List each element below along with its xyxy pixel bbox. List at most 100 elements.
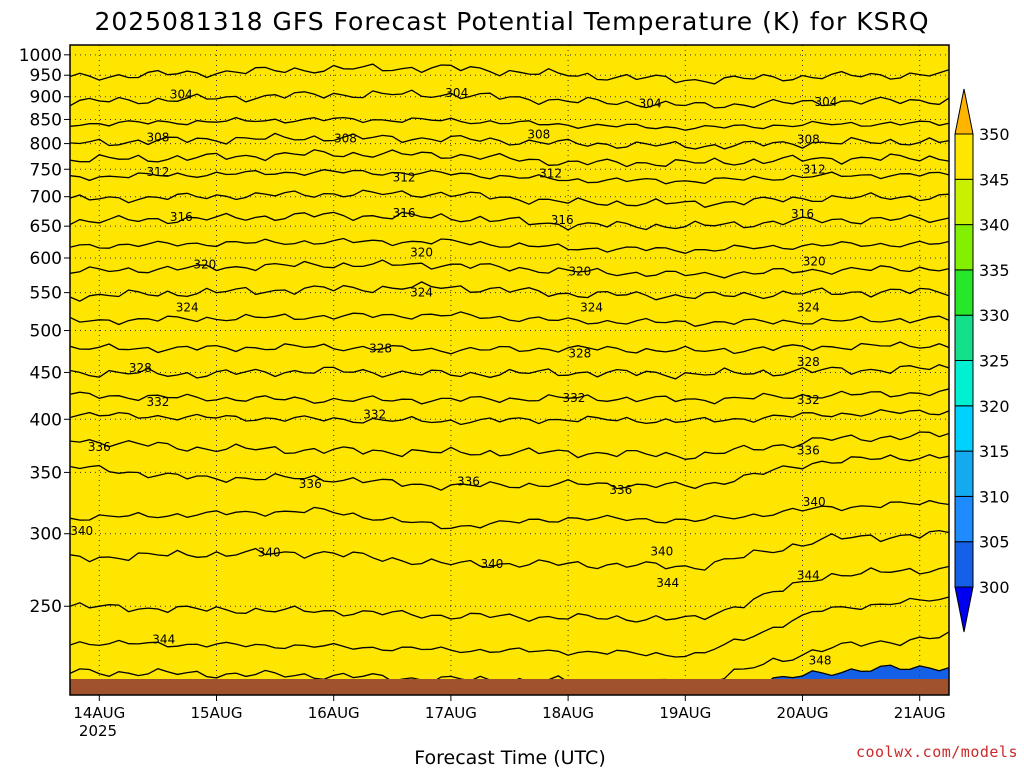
x-tick-label: 16AUG bbox=[308, 704, 360, 722]
x-tick-label: 21AUG bbox=[894, 704, 946, 722]
contour-label: 312 bbox=[393, 170, 416, 184]
grid-lines bbox=[70, 45, 949, 695]
contour-label: 336 bbox=[88, 440, 111, 454]
contour-label: 324 bbox=[176, 300, 199, 314]
contour-label: 320 bbox=[193, 258, 216, 272]
colorbar-tick-label: 335 bbox=[979, 261, 1010, 280]
isentrope-306 bbox=[70, 116, 949, 131]
contour-label: 340 bbox=[258, 546, 281, 560]
y-tick-label: 300 bbox=[30, 525, 62, 545]
y-tick-label: 650 bbox=[30, 217, 62, 237]
contour-label: 344 bbox=[797, 569, 820, 583]
colorbar-extend-min bbox=[954, 586, 974, 633]
contour-labels: 344 340 340 336 336 332 328 324 320 316 312 308 304 3… bbox=[70, 86, 837, 668]
contour-label: 308 bbox=[527, 128, 550, 142]
contour-label: 320 bbox=[568, 264, 591, 278]
contour-label: 336 bbox=[797, 443, 820, 457]
x-tick-label: 14AUG bbox=[73, 704, 125, 722]
isentrope-328 bbox=[70, 363, 949, 380]
y-tick-label: 350 bbox=[30, 463, 62, 483]
colorbar-tick-label: 305 bbox=[979, 533, 1010, 552]
contour-label: 340 bbox=[803, 495, 826, 509]
ground-surface bbox=[70, 679, 949, 695]
x-axis-label: Forecast Time (UTC) bbox=[414, 747, 605, 768]
isentrope-302 bbox=[70, 63, 949, 85]
y-tick-label: 500 bbox=[30, 322, 62, 342]
colorbar-tick-label: 300 bbox=[979, 578, 1010, 597]
x-axis-year-label: 2025 bbox=[79, 722, 117, 740]
y-tick-label: 250 bbox=[30, 597, 62, 617]
x-tick-label: 20AUG bbox=[777, 704, 829, 722]
colorbar-band bbox=[954, 314, 974, 362]
contour-label: 312 bbox=[539, 167, 562, 181]
contour-label: 340 bbox=[480, 557, 503, 571]
contour-label: 336 bbox=[457, 475, 480, 489]
isentrope-342 bbox=[70, 565, 949, 623]
contour-label: 324 bbox=[410, 286, 433, 300]
plot-frame bbox=[69, 44, 950, 696]
colorbar-band bbox=[954, 541, 974, 588]
y-tick-label: 750 bbox=[30, 160, 62, 180]
contour-label: 332 bbox=[146, 395, 169, 409]
isentrope-336 bbox=[70, 454, 949, 491]
colorbar-tick-label: 320 bbox=[979, 397, 1010, 416]
colorbar-band bbox=[954, 360, 974, 407]
contour-label: 308 bbox=[334, 132, 357, 146]
chart-title: 2025081318 GFS Forecast Potential Temper… bbox=[94, 7, 929, 36]
colorbar-band bbox=[954, 269, 974, 316]
y-tick-label: 950 bbox=[30, 66, 62, 86]
contour-label: 336 bbox=[299, 477, 322, 491]
y-tick-label: 550 bbox=[30, 284, 62, 304]
colorbar-band bbox=[954, 224, 974, 271]
contour-label: 312 bbox=[146, 165, 169, 179]
contour-label: 304 bbox=[170, 88, 193, 102]
isentrope-320 bbox=[70, 259, 949, 279]
y-tick-label: 600 bbox=[30, 249, 62, 269]
contour-label: 328 bbox=[129, 361, 152, 375]
colorbar-tick-label: 325 bbox=[979, 352, 1010, 371]
x-axis-ticks: 14AUG 15AUG 16AUG 17AUG 18AUG 19AUG 20AUG 21AUG bbox=[73, 695, 946, 722]
isentrope-344 bbox=[70, 596, 949, 658]
colorbar-tick-label: 315 bbox=[979, 442, 1010, 461]
contour-label: 336 bbox=[609, 483, 632, 497]
colorbar-band bbox=[954, 450, 974, 497]
temperature-fill-bands bbox=[70, 45, 949, 695]
isentrope-332 bbox=[70, 409, 949, 426]
isentrope-304 bbox=[70, 89, 949, 109]
x-tick-label: 18AUG bbox=[542, 704, 594, 722]
contour-label: 316 bbox=[551, 213, 574, 227]
contour-label: 348 bbox=[809, 654, 832, 668]
credit-text: coolwx.com/models bbox=[856, 743, 1018, 761]
isentrope-314 bbox=[70, 189, 949, 209]
contour-label: 312 bbox=[803, 162, 826, 176]
contour-label: 316 bbox=[170, 210, 193, 224]
contour-label: 316 bbox=[393, 206, 416, 220]
contour-label: 332 bbox=[563, 391, 586, 405]
contour-label: 344 bbox=[152, 632, 175, 646]
x-tick-label: 19AUG bbox=[659, 704, 711, 722]
contour-label: 340 bbox=[650, 544, 673, 558]
contour-label: 328 bbox=[797, 355, 820, 369]
y-tick-label: 450 bbox=[30, 363, 62, 383]
isentrope-316 bbox=[70, 211, 949, 231]
contour-label: 304 bbox=[445, 86, 468, 100]
isentrope-322 bbox=[70, 281, 949, 302]
colorbar-band bbox=[954, 133, 974, 180]
contour-label: 308 bbox=[797, 133, 820, 147]
plot-area: 344 340 340 336 336 332 328 324 320 316 312 308 304 3… bbox=[70, 45, 949, 695]
isentrope-308 bbox=[70, 132, 949, 150]
contour-label: 304 bbox=[814, 95, 837, 109]
y-tick-label: 1000 bbox=[19, 46, 62, 66]
colorbar-band bbox=[954, 495, 974, 543]
contour-label: 320 bbox=[410, 246, 433, 260]
colorbar-tick-label: 330 bbox=[979, 306, 1010, 325]
isentrope-330 bbox=[70, 388, 949, 405]
x-tick-label: 15AUG bbox=[191, 704, 243, 722]
contour-label: 328 bbox=[369, 341, 392, 355]
contour-label: 328 bbox=[568, 346, 591, 360]
colorbar-band bbox=[954, 405, 974, 452]
contour-label: 316 bbox=[791, 207, 814, 221]
y-tick-label: 900 bbox=[30, 88, 62, 108]
y-axis-ticks: 2503003504004505005506006507007508008509… bbox=[19, 46, 70, 617]
